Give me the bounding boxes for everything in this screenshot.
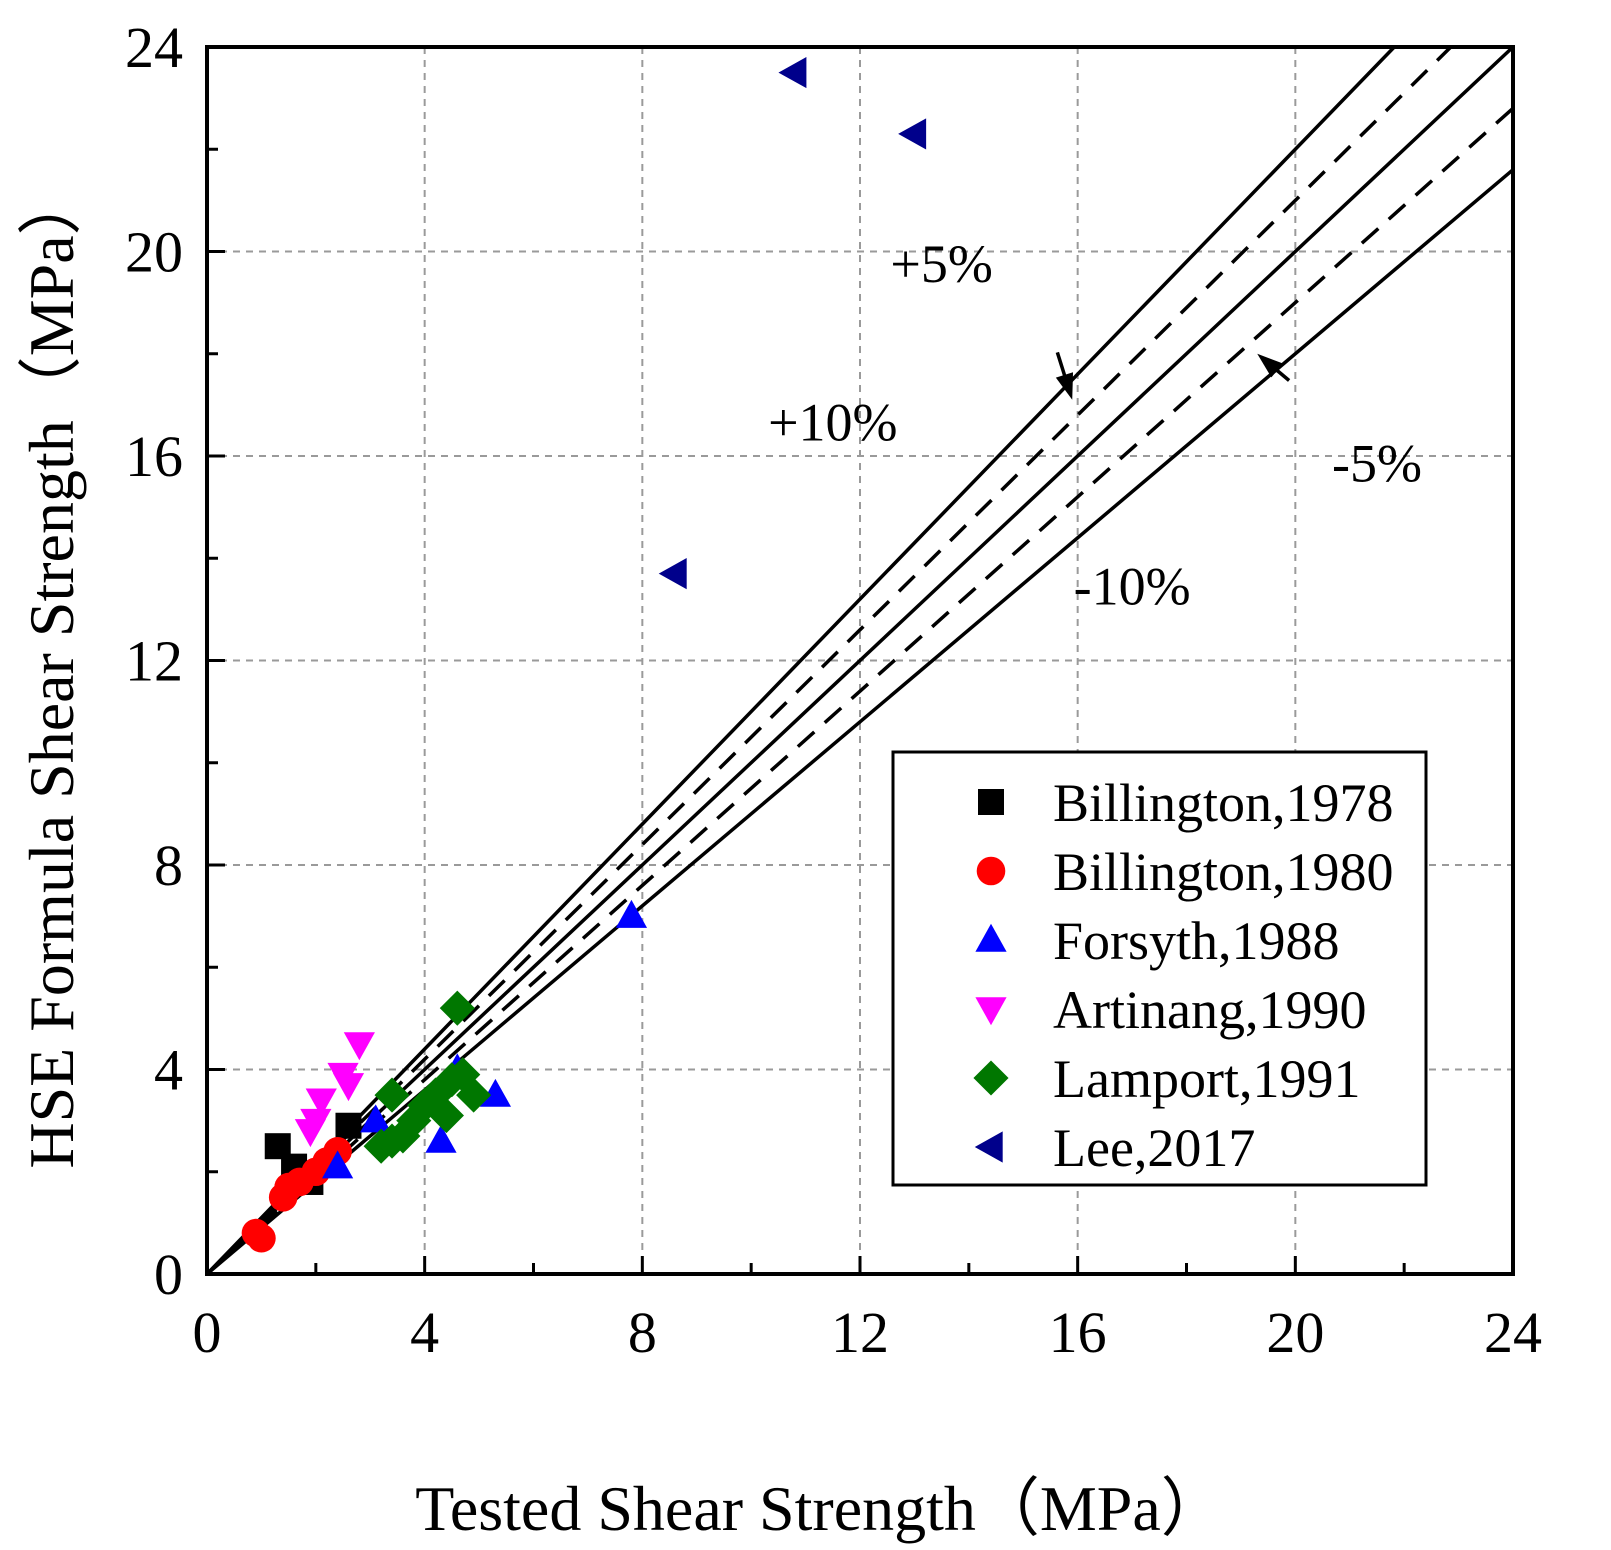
data-point: [898, 118, 927, 150]
y-tick-label: 20: [125, 220, 183, 285]
legend-marker: [975, 997, 1007, 1026]
data-point: [456, 1077, 492, 1113]
legend-marker: [974, 1131, 1003, 1163]
annotations: +5% +10% -5% -10%: [768, 234, 1422, 616]
data-point: [374, 1077, 410, 1113]
legend: Billington,1978 Billington,1980 Forsyth,19…: [891, 750, 1428, 1187]
data-point: [332, 1073, 365, 1102]
x-tick-label: 8: [628, 1300, 657, 1365]
y-tick-label: 8: [154, 833, 183, 898]
legend-label: Artinang,1990: [1053, 980, 1366, 1040]
annotation-label: +10%: [768, 393, 897, 453]
legend-label: Lee,2017: [1053, 1118, 1255, 1178]
data-point: [778, 56, 807, 89]
legend-marker: [976, 856, 1006, 886]
data-point: [335, 1112, 362, 1139]
annotation-label: +5%: [890, 234, 992, 294]
axis-ticks: [205, 45, 1515, 1276]
data-point: [374, 1123, 410, 1159]
data-points: [241, 56, 927, 1253]
data-point: [439, 990, 475, 1026]
legend-label: Forsyth,1988: [1053, 911, 1340, 971]
reference-line-p10p: [205, 45, 1396, 1276]
annotation-arrow-head: [1055, 372, 1074, 400]
data-point: [247, 1223, 276, 1253]
data-point: [428, 1097, 464, 1134]
data-point: [305, 1088, 337, 1117]
y-tick-label: 4: [154, 1038, 183, 1103]
reference-line-equal: [205, 45, 1515, 1276]
x-tick-label: 0: [193, 1300, 222, 1365]
tick-labels: 0 4 8 12 16 20 24 0 4 8 12 16 20 24: [125, 15, 1542, 1365]
annotation-arrow-head: [1257, 353, 1283, 378]
legend-label: Billington,1978: [1053, 773, 1394, 833]
legend-box: [891, 750, 1428, 1187]
data-point: [418, 1077, 454, 1113]
data-point: [360, 1104, 392, 1133]
data-point: [300, 1108, 332, 1137]
x-axis-label: Tested Shear Strength（MPa）: [415, 1473, 1225, 1544]
data-point: [396, 1103, 432, 1139]
y-axis-label: HSE Formula Shear Strength（MPa）: [16, 171, 87, 1168]
legend-marker: [975, 923, 1007, 952]
reference-line-p5p: [205, 45, 1453, 1276]
y-tick-label: 24: [125, 15, 183, 80]
y-tick-label: 0: [154, 1242, 183, 1307]
x-tick-label: 16: [1049, 1300, 1107, 1365]
x-tick-label: 4: [410, 1300, 439, 1365]
y-tick-label: 16: [125, 424, 183, 489]
data-point: [479, 1078, 512, 1107]
legend-marker: [973, 1060, 1009, 1096]
data-point: [322, 1150, 354, 1179]
data-point: [343, 1032, 375, 1061]
data-point: [425, 1124, 457, 1153]
annotation-label: -10%: [1074, 556, 1191, 616]
reference-lines: [205, 45, 1515, 1276]
legend-marker: [978, 789, 1004, 815]
legend-label: Lamport,1991: [1053, 1049, 1360, 1109]
x-tick-label: 12: [831, 1300, 889, 1365]
y-tick-label: 12: [125, 629, 183, 694]
reference-line-p5p: [205, 107, 1515, 1276]
data-point: [658, 557, 687, 590]
x-tick-label: 20: [1266, 1300, 1324, 1365]
legend-label: Billington,1980: [1053, 842, 1394, 902]
x-tick-label: 24: [1484, 1300, 1542, 1365]
data-point: [615, 899, 648, 928]
annotation-label: -5%: [1332, 434, 1422, 494]
